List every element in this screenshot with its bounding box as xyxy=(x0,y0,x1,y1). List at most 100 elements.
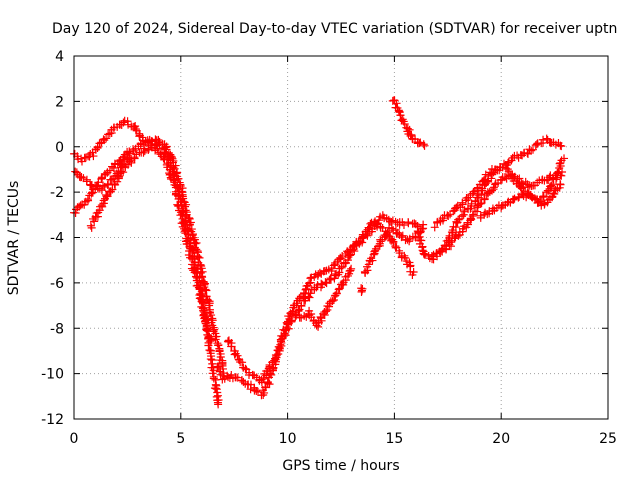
data-point xyxy=(233,351,242,360)
data-point xyxy=(188,255,197,264)
y-tick-label: -10 xyxy=(41,367,64,383)
data-point xyxy=(295,305,304,314)
data-point xyxy=(357,286,366,295)
series-track-b xyxy=(69,135,228,378)
data-point xyxy=(119,118,128,127)
data-point xyxy=(87,189,96,198)
data-point xyxy=(306,289,315,298)
data-point xyxy=(174,201,183,210)
y-tick-label: -12 xyxy=(41,412,64,428)
data-point xyxy=(287,316,296,325)
data-point xyxy=(239,377,248,386)
data-point xyxy=(173,200,182,209)
series-track-f xyxy=(223,217,418,387)
data-point xyxy=(397,233,406,242)
data-point xyxy=(97,201,106,210)
data-point xyxy=(371,246,380,255)
data-point xyxy=(346,266,355,275)
data-point xyxy=(338,280,347,289)
data-point xyxy=(504,197,513,206)
data-point xyxy=(473,184,482,193)
data-point xyxy=(294,306,303,315)
data-point xyxy=(89,152,98,161)
data-point xyxy=(201,319,210,328)
data-point xyxy=(419,220,428,229)
data-point xyxy=(407,130,416,139)
data-point xyxy=(334,285,343,294)
data-point xyxy=(420,141,429,150)
x-tick-label: 0 xyxy=(70,431,79,447)
data-point xyxy=(376,237,385,246)
data-point xyxy=(185,220,194,229)
data-point xyxy=(366,219,375,228)
data-point xyxy=(190,268,199,277)
data-point xyxy=(519,183,528,192)
data-point xyxy=(305,279,314,288)
data-point xyxy=(488,186,497,195)
data-point xyxy=(140,147,149,156)
data-point xyxy=(419,140,428,149)
data-point xyxy=(454,231,463,240)
data-point xyxy=(396,111,405,120)
data-point xyxy=(317,279,326,288)
data-point xyxy=(509,195,518,204)
data-point xyxy=(556,180,565,189)
data-point xyxy=(553,168,562,177)
data-point xyxy=(531,141,540,150)
data-point xyxy=(181,229,190,238)
data-point xyxy=(314,322,323,331)
data-point xyxy=(102,134,111,143)
data-point xyxy=(117,160,126,169)
series-track-h xyxy=(360,220,428,277)
y-tick-label: -4 xyxy=(50,231,64,247)
data-point xyxy=(161,143,170,152)
data-point xyxy=(83,195,92,204)
data-point xyxy=(503,165,512,174)
data-point xyxy=(207,336,216,345)
data-point xyxy=(197,302,206,311)
data-point xyxy=(458,212,467,221)
data-point xyxy=(415,139,424,148)
data-point xyxy=(270,356,279,365)
data-points xyxy=(69,96,569,409)
data-point xyxy=(497,202,506,211)
data-point xyxy=(100,136,109,145)
data-point xyxy=(454,215,463,224)
data-point xyxy=(479,176,488,185)
chart-title: Day 120 of 2024, Sidereal Day-to-day VTE… xyxy=(52,21,617,37)
data-point xyxy=(197,264,206,273)
data-point xyxy=(297,301,306,310)
data-point xyxy=(551,186,560,195)
data-point xyxy=(543,196,552,205)
x-tick-label: 15 xyxy=(385,431,403,447)
axis-ticks: 0 5 10 15 20 25 -12 -10 -8 -6 -4 -2 0 2 4 xyxy=(41,49,617,447)
y-axis-label: SDTVAR / TECUs xyxy=(6,181,22,296)
data-point xyxy=(104,130,113,139)
data-point xyxy=(418,246,427,255)
series-track-d xyxy=(71,149,134,195)
series-track-c xyxy=(86,141,216,345)
data-point xyxy=(387,236,396,245)
data-point xyxy=(476,199,485,208)
data-point xyxy=(460,206,469,215)
data-point xyxy=(466,216,475,225)
data-point xyxy=(528,145,537,154)
x-tick-label: 25 xyxy=(599,431,617,447)
data-point xyxy=(408,270,417,279)
data-point xyxy=(419,249,428,258)
data-point xyxy=(400,119,409,128)
data-point xyxy=(416,228,425,237)
data-point xyxy=(416,138,425,147)
data-point xyxy=(108,185,117,194)
x-tick-label: 20 xyxy=(492,431,510,447)
y-tick-label: -8 xyxy=(50,321,64,337)
data-point xyxy=(364,260,373,269)
data-point xyxy=(194,283,203,292)
data-point xyxy=(305,293,314,302)
data-point xyxy=(347,264,356,273)
data-point xyxy=(476,211,485,220)
x-tick-label: 10 xyxy=(279,431,297,447)
data-point xyxy=(86,221,95,230)
